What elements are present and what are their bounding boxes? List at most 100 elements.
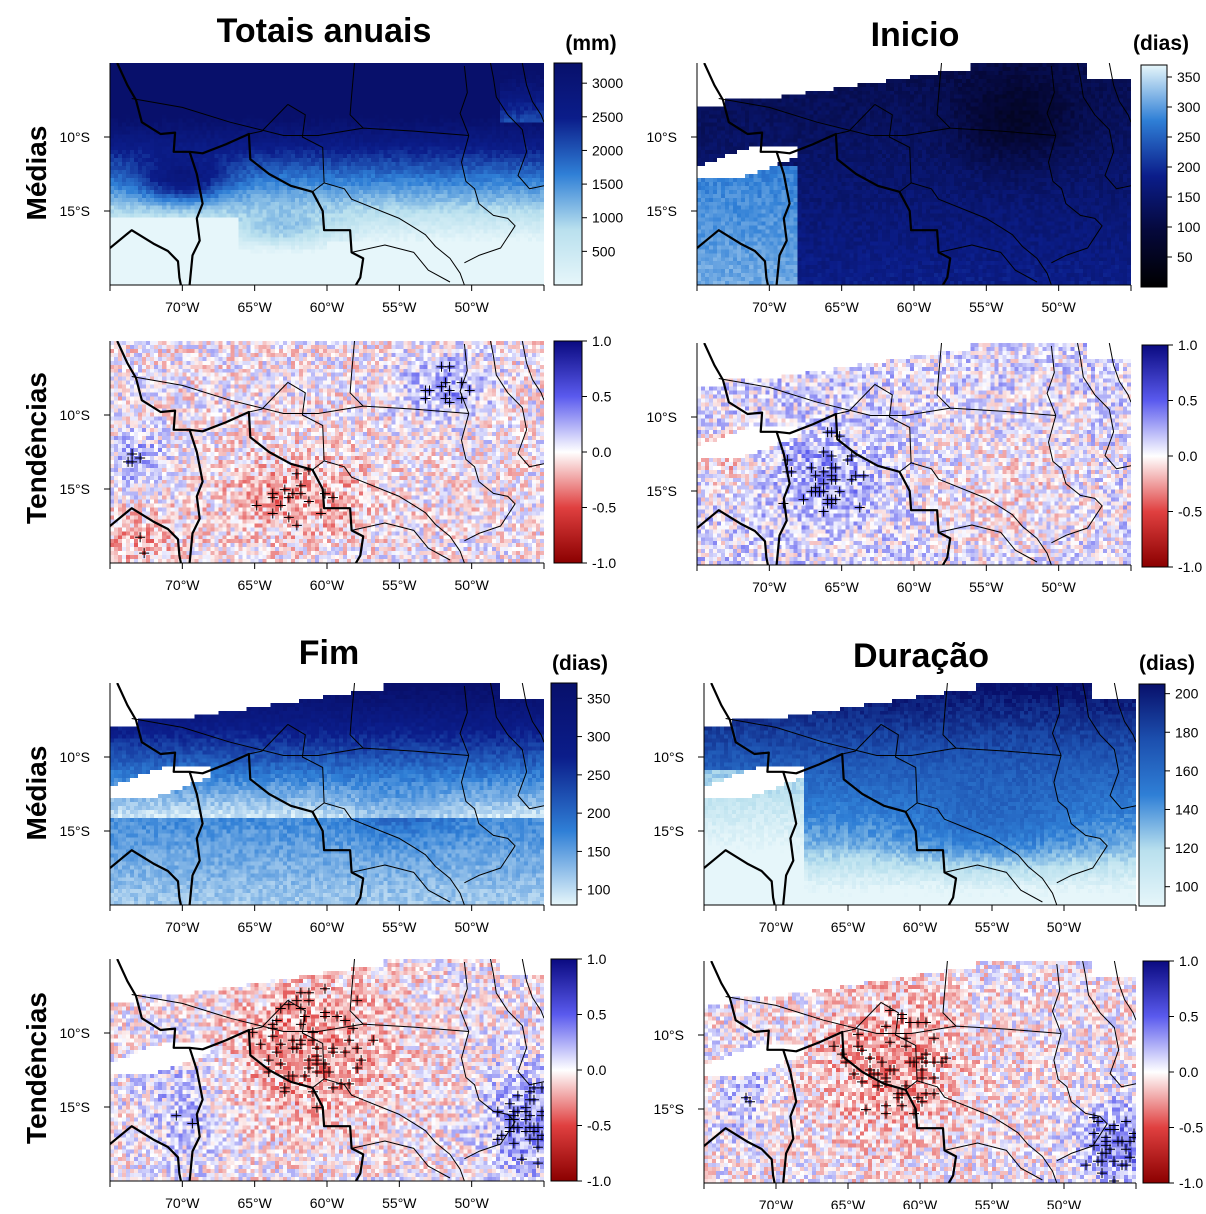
border-line bbox=[944, 864, 1043, 903]
cross-mark bbox=[271, 1015, 282, 1026]
border-line bbox=[1052, 963, 1062, 1034]
x-tick-label: 55°W bbox=[975, 919, 1010, 935]
cross-mark bbox=[1081, 1160, 1091, 1171]
y-tick-label: 10°S bbox=[653, 1027, 684, 1043]
border-line bbox=[521, 63, 544, 123]
cross-mark bbox=[818, 506, 829, 517]
border-line bbox=[874, 383, 912, 473]
colorbar-tick-label: -1.0 bbox=[592, 555, 616, 571]
cross-mark bbox=[532, 1122, 543, 1133]
y-tick-label: 15°S bbox=[59, 481, 90, 497]
significance-crosses bbox=[778, 427, 869, 517]
cross-mark bbox=[877, 1057, 887, 1068]
panel-duracao-medias: 70°W 65°W 60°W 55°W 50°W 10°S 15°S 100 120 140 160… bbox=[653, 652, 1198, 935]
cross-mark bbox=[135, 452, 146, 463]
colorbar bbox=[550, 682, 578, 906]
border-line bbox=[349, 959, 364, 1025]
cross-mark bbox=[818, 447, 829, 458]
map-raster bbox=[704, 683, 1136, 905]
border-line bbox=[323, 1078, 465, 1181]
colorbar-tick-label: 250 bbox=[1177, 129, 1201, 145]
colorbar-tick-label: 350 bbox=[587, 690, 611, 706]
border-line bbox=[287, 381, 325, 471]
colorbar-tick-label: 150 bbox=[587, 843, 611, 859]
cross-mark bbox=[1109, 1124, 1119, 1135]
title-duracao: Duração bbox=[853, 637, 989, 675]
map-raster bbox=[110, 63, 544, 285]
cross-mark bbox=[532, 1158, 543, 1169]
cross-mark bbox=[295, 488, 306, 499]
cross-mark bbox=[1089, 1112, 1099, 1123]
row-label-tendencias-bottom: Tendências bbox=[21, 992, 52, 1144]
x-tick-label: 60°W bbox=[903, 1197, 938, 1209]
border-line bbox=[521, 683, 544, 743]
x-tick-label: 70°W bbox=[165, 919, 200, 935]
colorbar-tick-label: -1.0 bbox=[1179, 1175, 1203, 1191]
cross-mark bbox=[520, 1114, 531, 1125]
cross-mark bbox=[1089, 1128, 1099, 1139]
colorbar-tick-label: 0.0 bbox=[1179, 1064, 1199, 1080]
cross-mark bbox=[826, 450, 837, 461]
cross-mark bbox=[135, 532, 146, 543]
border-line bbox=[725, 718, 1062, 756]
cross-mark bbox=[267, 508, 278, 519]
cross-mark bbox=[909, 1108, 919, 1119]
border-line bbox=[942, 961, 957, 1027]
cross-mark bbox=[319, 983, 330, 994]
colorbar-tick-label: 180 bbox=[1175, 724, 1199, 740]
x-tick-label: 50°W bbox=[1041, 579, 1076, 595]
border-line bbox=[842, 724, 882, 755]
cross-mark bbox=[1121, 1144, 1131, 1155]
cross-mark bbox=[528, 1094, 539, 1105]
border-line bbox=[710, 683, 958, 905]
cross-mark bbox=[846, 450, 857, 461]
cross-mark bbox=[897, 1100, 907, 1111]
y-tick-label: 15°S bbox=[653, 1101, 684, 1117]
cross-mark bbox=[340, 1047, 351, 1058]
cross-mark bbox=[291, 1043, 302, 1054]
x-tick-label: 55°W bbox=[382, 919, 417, 935]
colorbar-tick-label: 2000 bbox=[592, 142, 623, 158]
border-line bbox=[323, 182, 465, 285]
border-line bbox=[944, 1142, 1043, 1181]
panel-inicio-medias: 70°W 65°W 60°W 55°W 50°W 10°S 15°S 50 100 150 200 2… bbox=[646, 32, 1200, 315]
x-tick-label: 60°W bbox=[897, 299, 932, 315]
border-line bbox=[131, 994, 469, 1032]
cross-mark bbox=[834, 486, 845, 497]
border-line bbox=[131, 376, 469, 414]
colorbar-tick-label: 100 bbox=[587, 882, 611, 898]
border-line bbox=[459, 65, 470, 136]
colorbar-tick-label: 300 bbox=[587, 729, 611, 745]
border-line bbox=[1108, 343, 1131, 403]
cross-mark bbox=[424, 385, 435, 396]
cross-mark bbox=[328, 492, 339, 503]
cross-mark bbox=[271, 1047, 282, 1058]
border-line bbox=[1077, 343, 1131, 470]
cross-mark bbox=[356, 1055, 367, 1066]
cross-mark bbox=[311, 1066, 322, 1077]
x-tick-label: 65°W bbox=[824, 579, 859, 595]
cross-mark bbox=[267, 1031, 278, 1042]
border-line bbox=[704, 1127, 776, 1183]
colorbar bbox=[1138, 683, 1166, 907]
panels: 70°W 65°W 60°W 55°W 50°W 10°S 15°S 500 1000 1500 2… bbox=[59, 32, 1203, 1213]
cross-mark bbox=[901, 1041, 911, 1052]
x-tick-label: 65°W bbox=[237, 299, 272, 315]
border-line bbox=[459, 343, 470, 414]
colorbar-tick-label: 350 bbox=[1177, 69, 1201, 85]
x-tick-label: 50°W bbox=[454, 299, 489, 315]
border-line bbox=[936, 63, 951, 129]
cross-mark bbox=[1121, 1160, 1131, 1171]
border-line bbox=[349, 63, 364, 129]
cross-mark bbox=[263, 1055, 274, 1066]
x-tick-label: 60°W bbox=[903, 919, 938, 935]
colorbar bbox=[1141, 344, 1169, 568]
x-tick-label: 50°W bbox=[1047, 919, 1082, 935]
cross-mark bbox=[1105, 1144, 1115, 1155]
colorbar-tick-label: 50 bbox=[1177, 249, 1193, 265]
border-line bbox=[782, 771, 798, 905]
cross-mark bbox=[171, 1110, 182, 1121]
cross-mark bbox=[830, 494, 841, 505]
border-line bbox=[874, 103, 912, 193]
border-line bbox=[697, 509, 769, 565]
